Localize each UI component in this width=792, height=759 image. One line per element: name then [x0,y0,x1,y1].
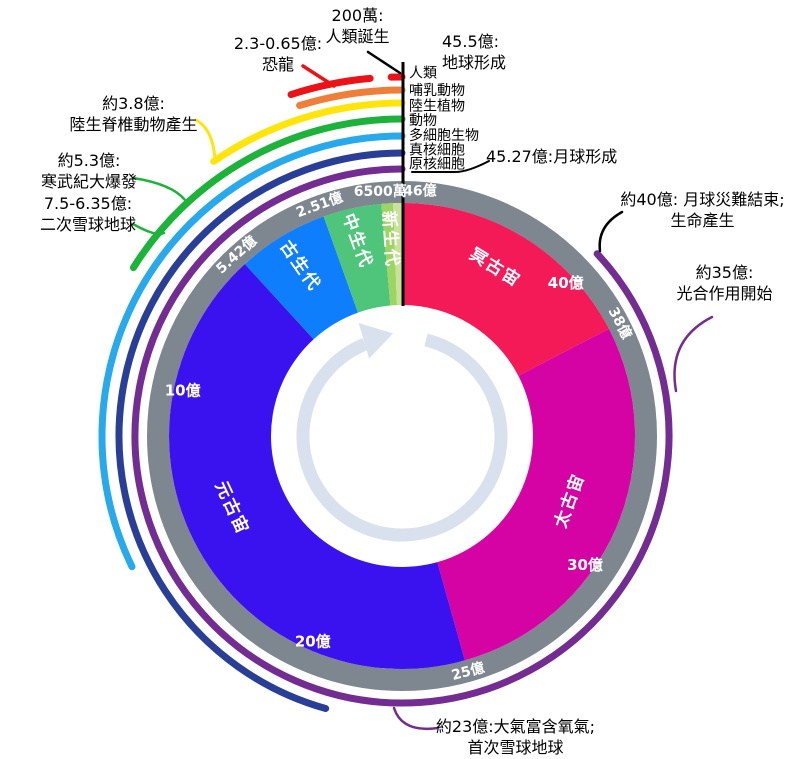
leader-dinosaurs-note [301,64,336,88]
leader-lines-group [131,50,714,731]
arc-label-prokaryotes: 原核細胞 [409,157,465,173]
annotation-line: 陸生脊椎動物產生 [69,115,198,134]
interval-tick-40億: 40億 [548,274,584,292]
era-wedge-paleozoic [244,216,358,340]
arc-label-eukaryotes: 真核細胞 [409,143,465,159]
annotation-line: 45.5億: [442,32,500,51]
leader-oxygen-snowball [392,706,440,731]
annotation-line: 二次雪球地球 [39,215,136,234]
annotation-line: 約5.3億: [57,151,121,170]
annotation-line: 人類誕生 [325,27,390,46]
annotation-second-snowball: 7.5-6.35億: 二次雪球地球 [26,193,150,235]
leader-cambrian-explosion [131,176,187,202]
annotation-birth-of-humans: 200萬: 人類誕生 [295,5,420,47]
ring-tick-6500萬: 6500萬 [354,183,407,200]
annotation-oxygen-snowball: 約23億:大氣富含氧氣; 首次雪球地球 [428,716,603,758]
annotation-photosynthesis: 約35億: 光合作用開始 [652,262,792,304]
era-wedge-archean [437,328,636,661]
leader-moon-formation [411,160,490,173]
annotation-dinosaurs-note: 2.3-0.65億: 恐龍 [218,33,338,75]
annotation-earth-formation: 45.5億: 地球形成 [442,31,572,73]
leader-land-vertebrates [194,118,217,164]
annotation-moon-formation: 45.27億:月球形成 [486,146,686,167]
clockwise-arrow-icon [296,323,508,542]
arc-label-land-plants: 陸生植物 [409,99,465,115]
era-wedge-mesozoic [323,203,391,313]
era-wedge-cenozoic [381,203,397,306]
interval-tick-20億: 20億 [295,632,331,650]
annotation-line: 7.5-6.35億: [43,194,133,213]
era-wedge-proterozoic [169,263,465,669]
leader-second-snowball [131,222,166,236]
interval-tick-10億: 10億 [165,381,201,399]
life-arc-multicellular [98,132,406,571]
annotation-line: 45.27億:月球形成 [486,147,618,166]
annotation-line: 恐龍 [261,55,294,74]
annotation-line: 寒武紀大爆發 [40,172,137,191]
annotation-line: 約3.8億: [102,94,165,113]
annotation-line: 光合作用開始 [676,284,773,303]
era-label-cenozoic: 新生代 [378,210,403,268]
era-wedges-group [169,203,636,669]
annotation-line: 200萬: [331,6,384,25]
annotation-line: 首次雪球地球 [467,738,564,757]
leader-birth-of-humans [366,50,402,75]
annotation-moon-cataclysm-end: 約40億: 月球災難結束; 生命產生 [610,189,792,231]
annotation-line: 約35億: [695,263,754,282]
life-arc-animals [129,115,406,272]
interval-tick-30億: 30億 [567,556,603,574]
annotation-cambrian-explosion: 約5.3億: 寒武紀大爆發 [28,150,150,192]
life-arc-mammals [296,86,406,109]
annotation-line: 生命產生 [670,211,735,230]
life-arc-prokaryotes [131,165,673,707]
annotation-line: 地球形成 [442,53,507,72]
annotation-line: 約23億:大氣富含氧氣; [435,717,596,736]
annotation-line: 約40億: 月球災難結束; [620,190,785,209]
arc-label-multicellular: 多細胞生物 [409,127,479,144]
arc-label-mammals: 哺乳動物 [409,83,465,99]
era-wedge-cenozoic-recent [393,203,402,306]
annotation-land-vertebrates: 約3.8億: 陸生脊椎動物產生 [56,93,211,135]
leader-photosynthesis [673,315,714,393]
life-arc-land-plants [210,99,406,165]
clockwise-arrowhead-icon [358,323,394,359]
life-arc-eukaryotes [115,149,406,713]
ring-tick-46億: 46億 [403,183,436,200]
arc-label-humans: 人類 [409,66,437,82]
arc-label-animals: 動物 [409,113,437,129]
era-wedge-hadean [402,203,609,376]
clockwise-arrow-ring [296,333,508,542]
leader-moon-cataclysm-end [598,210,624,253]
annotation-line: 2.3-0.65億: [233,34,323,53]
